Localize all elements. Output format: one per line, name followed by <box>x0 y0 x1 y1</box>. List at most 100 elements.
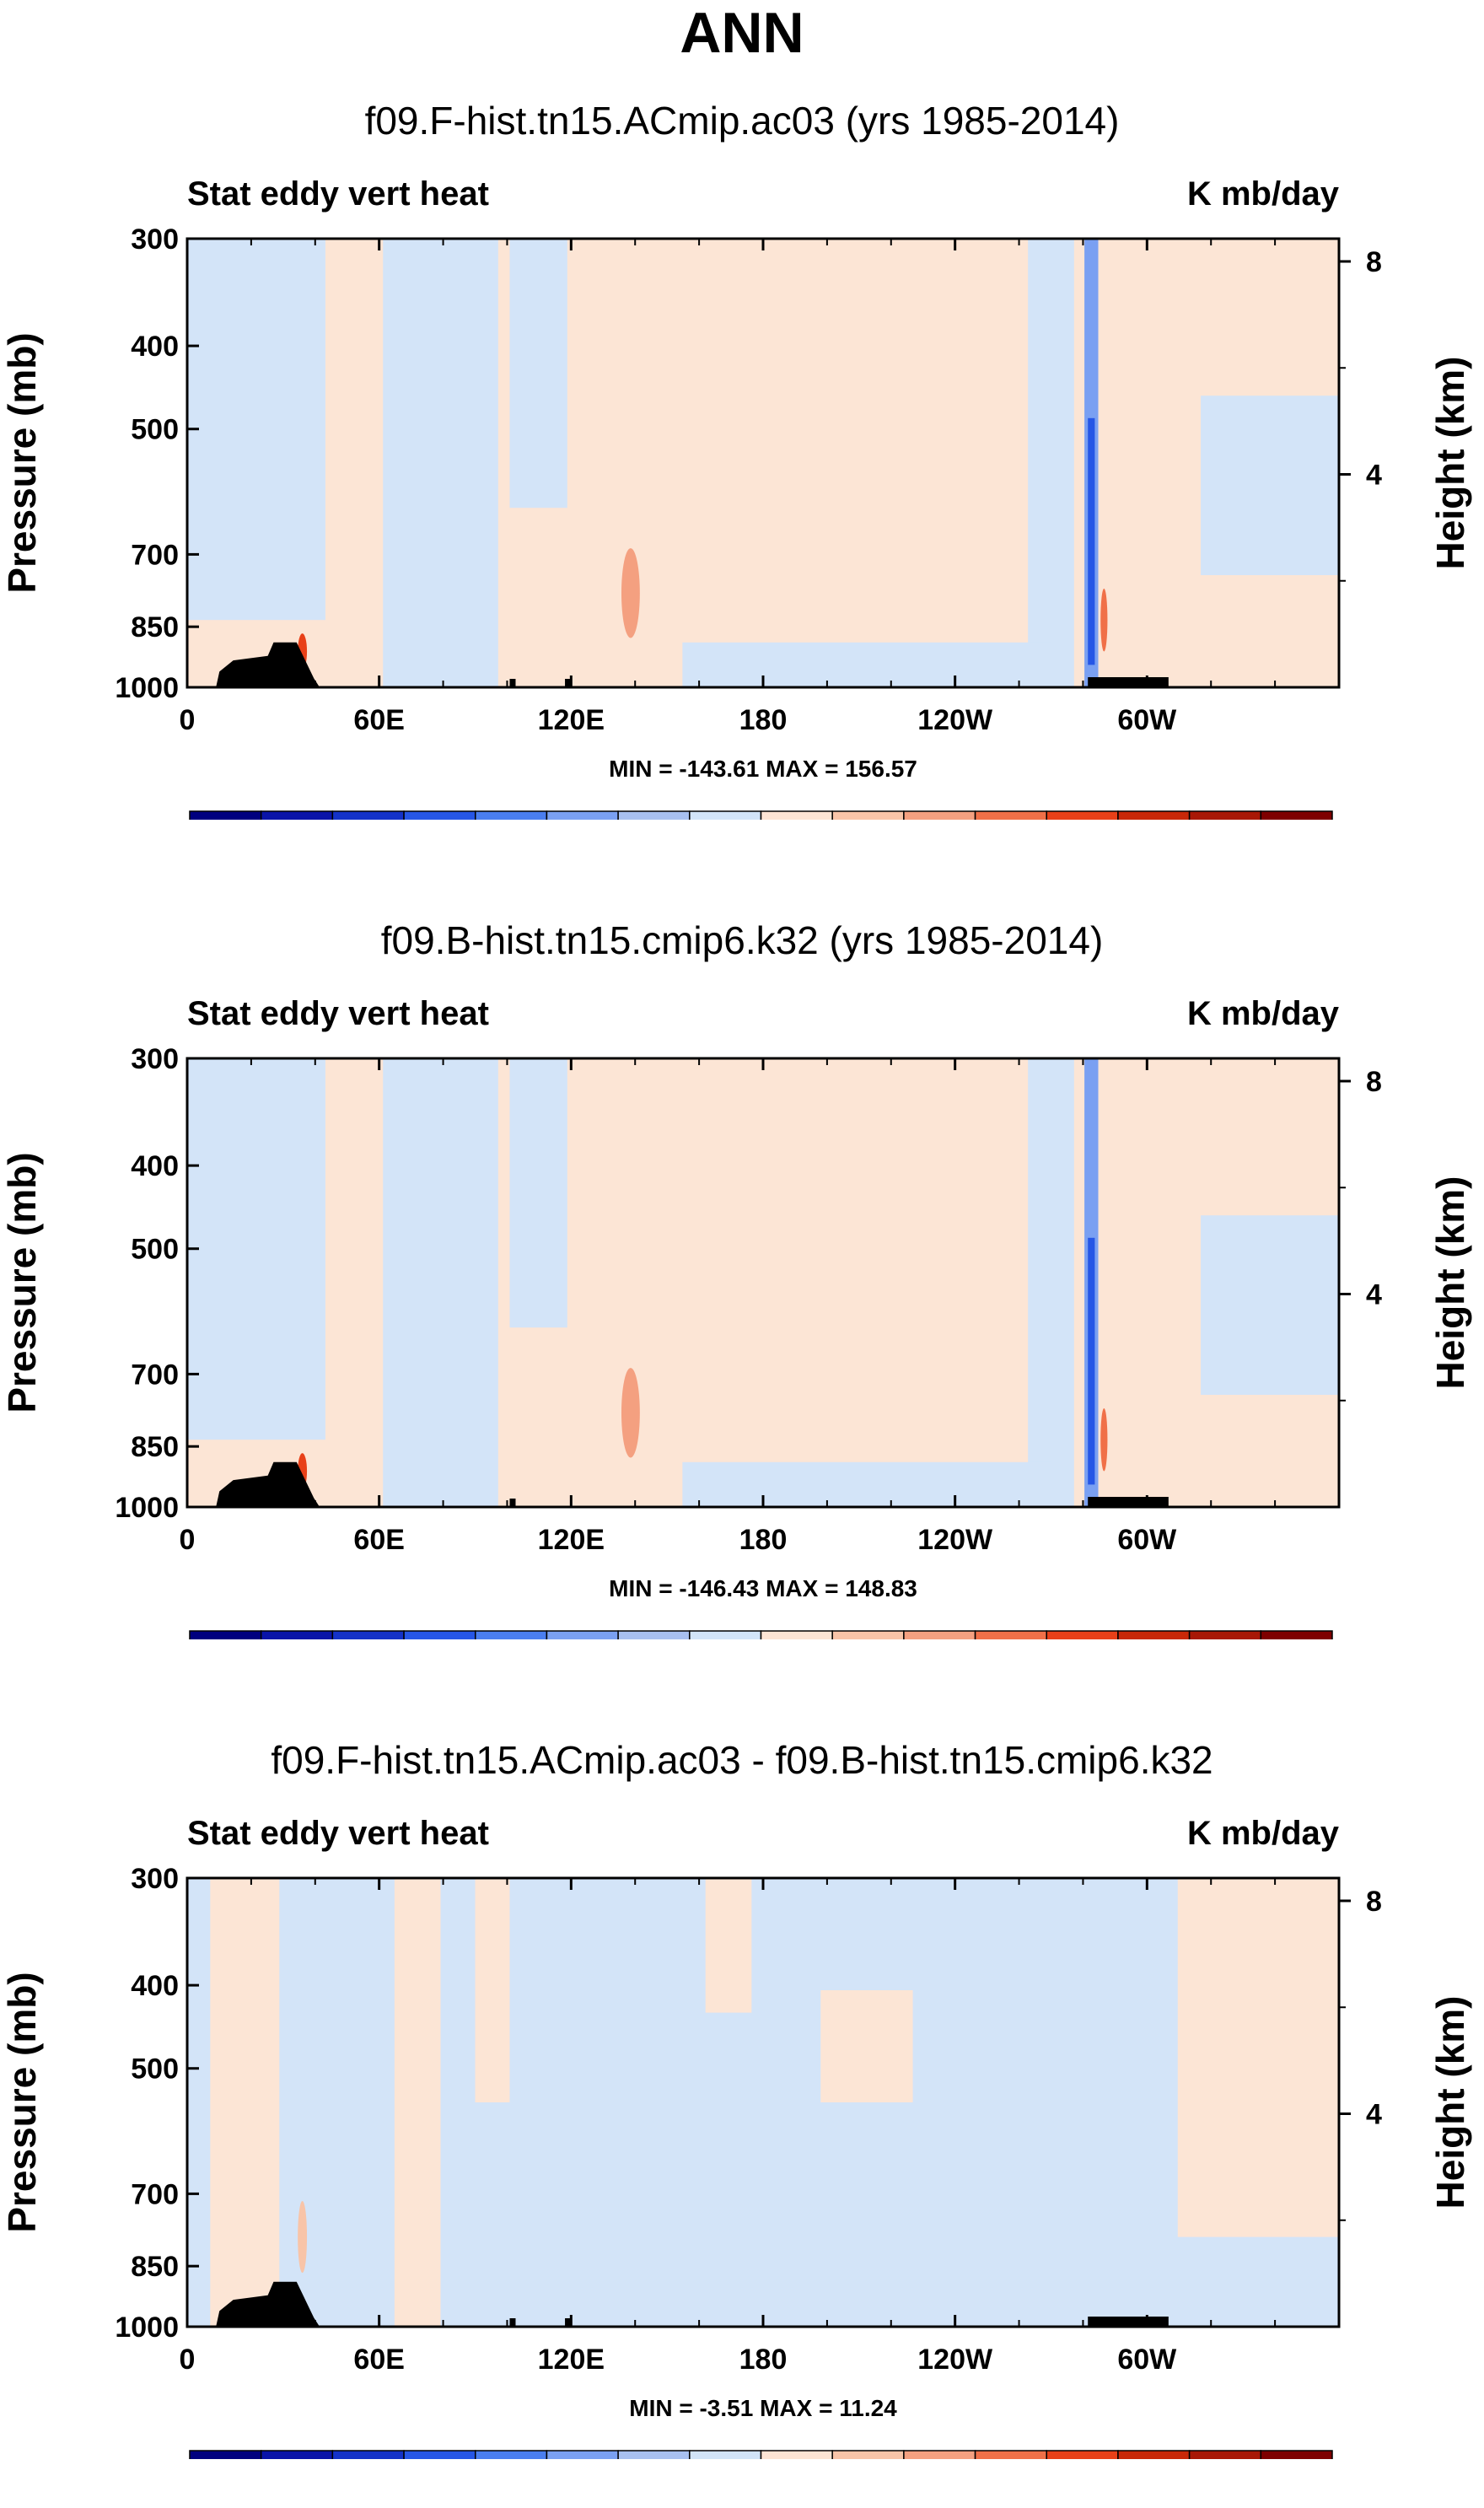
x-tick-label: 120E <box>538 1524 605 1556</box>
colorbar-swatch <box>1188 1630 1262 1639</box>
colorbar-swatch <box>760 1630 833 1639</box>
min-max-label: MIN = -146.43 MAX = 148.83 <box>609 1575 917 1601</box>
x-tick-label: 60W <box>1117 1524 1177 1556</box>
colorbar-swatch <box>903 2450 976 2459</box>
field-region-positive <box>1177 1878 1339 2237</box>
colorbar-swatch <box>1117 2450 1191 2459</box>
colorbar-swatch <box>760 810 833 820</box>
right-y-axis-label: Height (km) <box>1428 1996 1472 2209</box>
right-label: K mb/day <box>1187 1815 1340 1852</box>
x-tick-label: 0 <box>180 1524 196 1556</box>
x-tick-label: 60W <box>1117 2344 1177 2376</box>
colorbar-swatch <box>831 1630 905 1639</box>
topography-andes <box>1088 2317 1169 2327</box>
colorbar-swatch <box>331 1630 405 1639</box>
min-max-label: MIN = -3.51 MAX = 11.24 <box>629 2395 897 2421</box>
right-y-tick-label: 8 <box>1366 1066 1382 1098</box>
colorbar-swatch <box>403 2450 476 2459</box>
topography-spike <box>565 679 572 687</box>
y-tick-label: 1000 <box>115 1492 179 1524</box>
colorbar-swatch <box>831 2450 905 2459</box>
colorbar-swatch <box>903 1630 976 1639</box>
field-region-negative <box>187 239 325 621</box>
x-tick-label: 120E <box>538 2344 605 2376</box>
x-tick-label: 180 <box>739 1524 788 1556</box>
colorbar-swatch <box>1046 2450 1119 2459</box>
x-tick-label: 120W <box>917 1524 993 1556</box>
right-label: K mb/day <box>1187 995 1340 1032</box>
field-region-negative <box>1028 239 1074 687</box>
colorbar-swatch <box>1117 810 1191 820</box>
panel-title: f09.B-hist.tn15.cmip6.k32 (yrs 1985-2014… <box>380 918 1104 962</box>
heatmap-chart: Stat eddy vert heat K mb/day 300 400 500 700 8… <box>0 1815 1472 2459</box>
y-axis-label: Pressure (mb) <box>0 1152 44 1413</box>
left-label: Stat eddy vert heat <box>187 995 489 1032</box>
colorbar-swatch <box>974 1630 1047 1639</box>
colorbar-swatch <box>617 2450 691 2459</box>
topography-spike <box>565 2318 572 2327</box>
colorbar-swatch <box>260 2450 334 2459</box>
field-positive-blob <box>621 1368 640 1458</box>
heatmap-chart: Stat eddy vert heat K mb/day 300 400 500 700 8… <box>0 175 1472 820</box>
topography-africa <box>216 1461 320 1507</box>
colorbar-swatch <box>760 2450 833 2459</box>
y-tick-label: 700 <box>131 2178 179 2210</box>
x-tick-label: 180 <box>739 704 788 736</box>
colorbar-swatch <box>403 1630 476 1639</box>
y-tick-label: 400 <box>131 331 179 363</box>
colorbar-swatch <box>1260 810 1333 820</box>
y-tick-label: 850 <box>131 611 179 643</box>
field-region-negative <box>682 642 1051 687</box>
left-label: Stat eddy vert heat <box>187 175 489 213</box>
x-tick-label: 0 <box>180 704 196 736</box>
field-region-negative <box>1201 1215 1339 1395</box>
x-tick-label: 60E <box>353 704 405 736</box>
colorbar-swatch <box>974 2450 1047 2459</box>
colorbar-swatch <box>189 1630 262 1639</box>
panel-title: f09.F-hist.tn15.ACmip.ac03 (yrs 1985-201… <box>364 99 1120 143</box>
right-y-tick-label: 8 <box>1366 1886 1382 1918</box>
x-tick-label: 60E <box>353 1524 405 1556</box>
x-tick-label: 120W <box>917 704 993 736</box>
min-max-label: MIN = -143.61 MAX = 156.57 <box>609 756 917 782</box>
colorbar-swatch <box>831 810 905 820</box>
colorbar-swatch <box>1117 1630 1191 1639</box>
field-region-positive <box>475 1878 510 2102</box>
y-tick-label: 1000 <box>115 2312 179 2344</box>
x-tick-label: 120E <box>538 704 605 736</box>
field-region-negative <box>509 239 567 509</box>
right-label: K mb/day <box>1187 175 1340 213</box>
colorbar-swatch <box>1188 810 1262 820</box>
left-label: Stat eddy vert heat <box>187 1815 489 1852</box>
field-positive-blob <box>1100 588 1108 652</box>
y-tick-label: 700 <box>131 539 179 571</box>
colorbar-swatch <box>974 810 1047 820</box>
x-tick-label: 120W <box>917 2344 993 2376</box>
y-tick-label: 500 <box>131 2053 179 2086</box>
y-tick-label: 850 <box>131 2251 179 2283</box>
x-tick-label: 180 <box>739 2344 788 2376</box>
y-tick-label: 300 <box>131 1863 179 1895</box>
field-strong-negative <box>1088 417 1095 665</box>
colorbar-swatch <box>689 2450 762 2459</box>
heatmap-chart: Stat eddy vert heat K mb/day 300 400 500 700 8… <box>0 995 1472 1639</box>
chart-panel-test: f09.B-hist.tn15.cmip6.k32 (yrs 1985-2014… <box>0 820 1484 1639</box>
colorbar-swatch <box>1046 1630 1119 1639</box>
page-title: ANN <box>680 1 804 65</box>
field-positive-blob <box>621 548 640 638</box>
colorbar-swatch <box>331 810 405 820</box>
x-tick-label: 0 <box>180 2344 196 2376</box>
field-region-positive <box>820 1990 913 2102</box>
y-axis-label: Pressure (mb) <box>0 332 44 593</box>
x-tick-label: 60W <box>1117 704 1177 736</box>
field-region-positive <box>394 1878 441 2327</box>
field-region-negative <box>1201 396 1339 575</box>
field-region-negative <box>1028 1058 1074 1507</box>
topography-andes <box>1088 677 1169 687</box>
field-positive-blob <box>298 2201 308 2274</box>
right-y-tick-label: 4 <box>1366 1279 1382 1311</box>
topography-africa <box>216 2281 320 2327</box>
y-tick-label: 500 <box>131 414 179 446</box>
colorbar-swatch <box>1260 2450 1333 2459</box>
field-region-positive <box>705 1878 752 2013</box>
